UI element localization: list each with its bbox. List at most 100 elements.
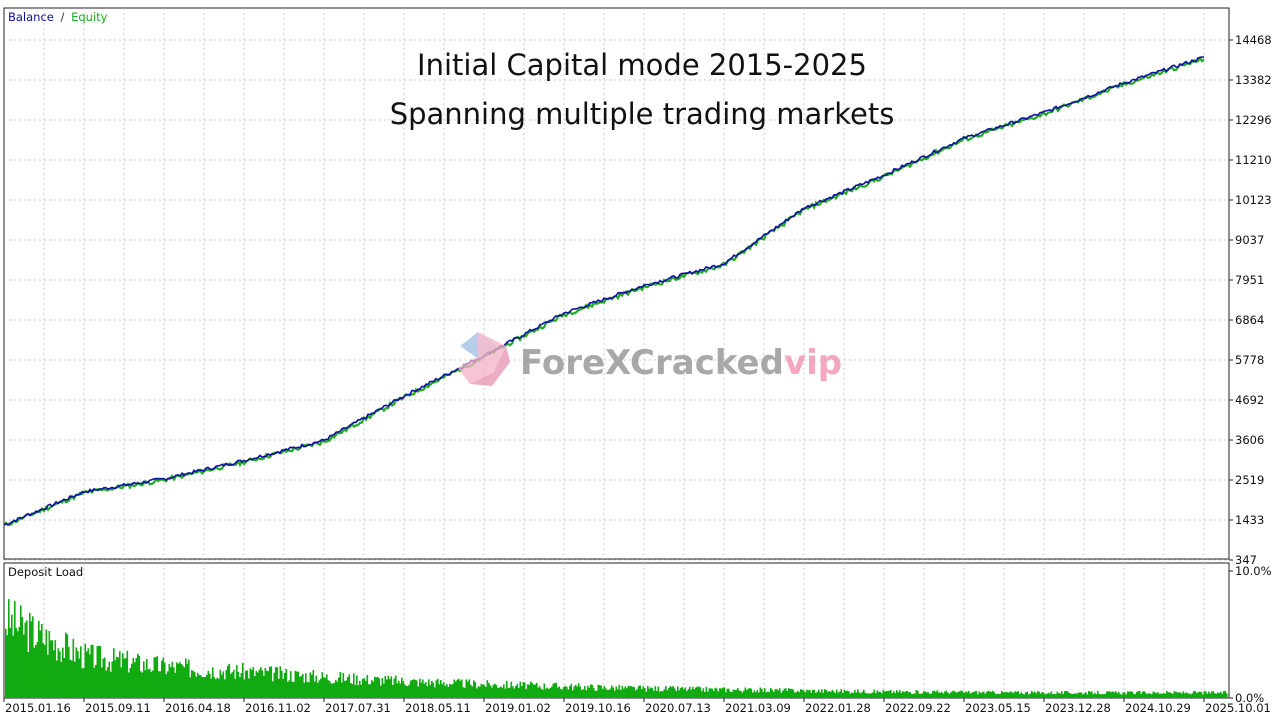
deposit-load-bar — [803, 690, 805, 698]
deposit-load-bar — [209, 673, 211, 698]
deposit-load-bar — [306, 681, 309, 698]
deposit-load-bar — [246, 670, 249, 698]
deposit-load-bar — [1187, 693, 1189, 698]
x-tick-label: 2022.09.22 — [885, 701, 951, 715]
deposit-load-bar — [713, 690, 715, 698]
deposit-load-bar — [1199, 691, 1201, 698]
deposit-load-bar — [1179, 692, 1182, 698]
deposit-load-bar — [278, 678, 280, 698]
deposit-load-bar — [662, 691, 664, 698]
deposit-load-bar — [242, 662, 244, 698]
deposit-load-bar — [776, 689, 778, 698]
deposit-load-bar — [204, 676, 207, 698]
deposit-load-bar — [474, 682, 477, 698]
deposit-load-bar — [959, 691, 961, 698]
deposit-load-bar — [338, 677, 340, 698]
deposit-load-bar — [216, 677, 219, 698]
deposit-load-bar — [57, 648, 60, 698]
deposit-load-bar — [323, 677, 325, 698]
deposit-load-bar — [369, 684, 372, 698]
deposit-load-bar — [1013, 692, 1015, 698]
deposit-load-bar — [620, 690, 622, 698]
deposit-load-bar — [962, 691, 964, 698]
deposit-load-bar — [279, 666, 282, 698]
deposit-load-bar — [950, 692, 952, 698]
deposit-load-bar — [899, 690, 901, 698]
deposit-load-bar — [1080, 692, 1083, 698]
deposit-load-bar — [674, 688, 676, 698]
deposit-load-bar — [1148, 693, 1150, 698]
deposit-load-bar — [809, 689, 811, 698]
deposit-load-bar — [585, 690, 588, 698]
deposit-load-bar — [675, 691, 678, 698]
deposit-load-bar — [801, 689, 804, 698]
deposit-load-bar — [956, 692, 958, 698]
deposit-load-bar — [75, 647, 78, 698]
y-tick-label: 11210 — [1235, 153, 1272, 167]
deposit-load-bar — [1085, 692, 1087, 698]
deposit-load-bar — [834, 693, 837, 698]
deposit-load-bar — [288, 680, 291, 698]
deposit-load-bar — [923, 691, 925, 698]
deposit-load-bar — [908, 692, 910, 698]
deposit-load-bar — [1224, 691, 1227, 698]
deposit-load-bar — [1095, 694, 1098, 698]
deposit-load-bar — [818, 689, 820, 698]
deposit-load-bar — [867, 693, 870, 698]
deposit-load-bar — [461, 679, 463, 698]
deposit-load-bar — [1139, 691, 1141, 698]
deposit-load-bar — [1028, 694, 1030, 698]
deposit-load-bar — [566, 686, 568, 698]
deposit-panel-label: Deposit Load — [8, 565, 83, 579]
deposit-load-bar — [680, 688, 682, 698]
deposit-load-bar — [159, 671, 162, 698]
deposit-load-bar — [933, 690, 936, 698]
deposit-load-bar — [1047, 692, 1050, 698]
deposit-load-bar — [206, 674, 208, 698]
deposit-load-bar — [1010, 691, 1012, 698]
deposit-load-bar — [134, 662, 136, 698]
deposit-load-bar — [350, 683, 352, 698]
deposit-load-bar — [101, 667, 103, 698]
deposit-load-bar — [182, 665, 184, 698]
deposit-load-bar — [1074, 693, 1077, 698]
deposit-load-bar — [753, 690, 756, 698]
deposit-load-bar — [513, 688, 516, 698]
deposit-load-bar — [555, 682, 558, 698]
deposit-load-bar — [1118, 691, 1120, 698]
deposit-load-bar — [422, 679, 424, 698]
deposit-load-bar — [516, 683, 519, 698]
deposit-load-bar — [893, 691, 895, 698]
deposit-load-bar — [147, 669, 150, 698]
deposit-load-bar — [635, 690, 637, 698]
deposit-load-bar — [60, 662, 63, 698]
deposit-load-bar — [596, 690, 598, 698]
deposit-load-bar — [767, 691, 769, 698]
deposit-load-bar — [929, 693, 931, 698]
deposit-load-bar — [1223, 691, 1225, 698]
deposit-load-bar — [770, 687, 772, 698]
deposit-load-bar — [456, 679, 459, 698]
deposit-load-bar — [978, 691, 981, 698]
deposit-load-bar — [252, 667, 255, 698]
deposit-load-bar — [261, 670, 264, 698]
deposit-load-bar — [728, 688, 730, 698]
deposit-load-bar — [440, 680, 442, 698]
deposit-load-bar — [68, 646, 70, 698]
deposit-load-bar — [176, 662, 178, 698]
deposit-load-bar — [843, 690, 846, 698]
deposit-load-bar — [984, 693, 987, 698]
deposit-load-bar — [641, 689, 643, 698]
deposit-load-bar — [954, 692, 957, 698]
deposit-load-bar — [284, 672, 286, 698]
deposit-load-bar — [293, 681, 295, 698]
deposit-load-bar — [852, 693, 855, 698]
deposit-load-bar — [920, 693, 922, 698]
deposit-load-bar — [416, 680, 418, 698]
deposit-load-bar — [905, 691, 907, 698]
deposit-load-bar — [225, 669, 228, 698]
deposit-load-bar — [942, 693, 945, 698]
deposit-load-bar — [296, 671, 298, 698]
deposit-load-bar — [219, 669, 222, 698]
deposit-load-bar — [588, 687, 591, 698]
